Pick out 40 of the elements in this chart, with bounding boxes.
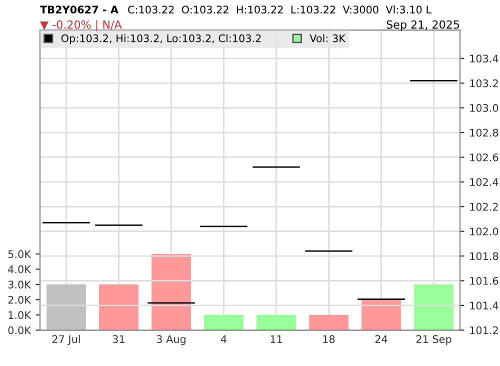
y-tick-label: 4.0K [8,265,32,274]
y2-tick-label: 103.4 [470,54,498,63]
bar [414,284,454,330]
y2-tick-label: 102.2 [470,202,498,211]
bar [256,314,296,330]
bar [362,300,401,330]
y2-tick-label: 101.4 [470,302,498,310]
y2-tick-label: 101.8 [470,252,498,260]
bar [204,314,244,330]
chart-title: TB2Y0627 - A [40,6,118,14]
y-tick-label: 1.0K [8,311,32,320]
x-tick-label: 4 [220,335,226,343]
x-tick-label: 24 [375,335,388,343]
y2-tick-label: 102.0 [470,228,498,236]
y-tick-label: 3.0K [8,280,32,289]
y2-tick-label: 101.2 [470,326,498,334]
x-tick-label: 11 [270,335,282,343]
x-tick-label: 31 [112,335,124,344]
bar [99,284,138,330]
x-tick-label: 21 Sep [416,335,452,346]
bar [46,284,86,330]
y-tick-label: 5.0K [8,250,32,258]
bar [309,314,348,330]
y-tick-label: 2.0K [8,296,32,304]
y2-tick-label: 103.2 [470,79,498,88]
annotation: Sep 21, 2025 [386,20,460,31]
x-tick-label: 27 Jul [52,334,80,345]
annotation: ▼ -0.20% | N/A [40,20,122,32]
legend-label: Vol: 3K [310,34,346,42]
bar [152,254,191,330]
y2-tick-label: 103.0 [470,104,498,112]
y-tick-label: 0.0K [8,326,32,334]
y2-tick-label: 101.6 [470,276,498,285]
legend-label: Op:103.2, Hi:103.2, Lo:103.2, Cl:103.2 [61,34,261,44]
x-tick-label: 18 [323,335,335,344]
x-tick-label: 3 Aug [156,335,186,346]
text: C:103.22 O:103.22 H:103.22 L:103.22 V:3000 Vl:3.10 L [128,5,432,14]
y2-tick-label: 102.6 [470,153,498,162]
y2-tick-label: 102.8 [470,128,498,137]
y2-tick-label: 102.4 [470,178,498,186]
